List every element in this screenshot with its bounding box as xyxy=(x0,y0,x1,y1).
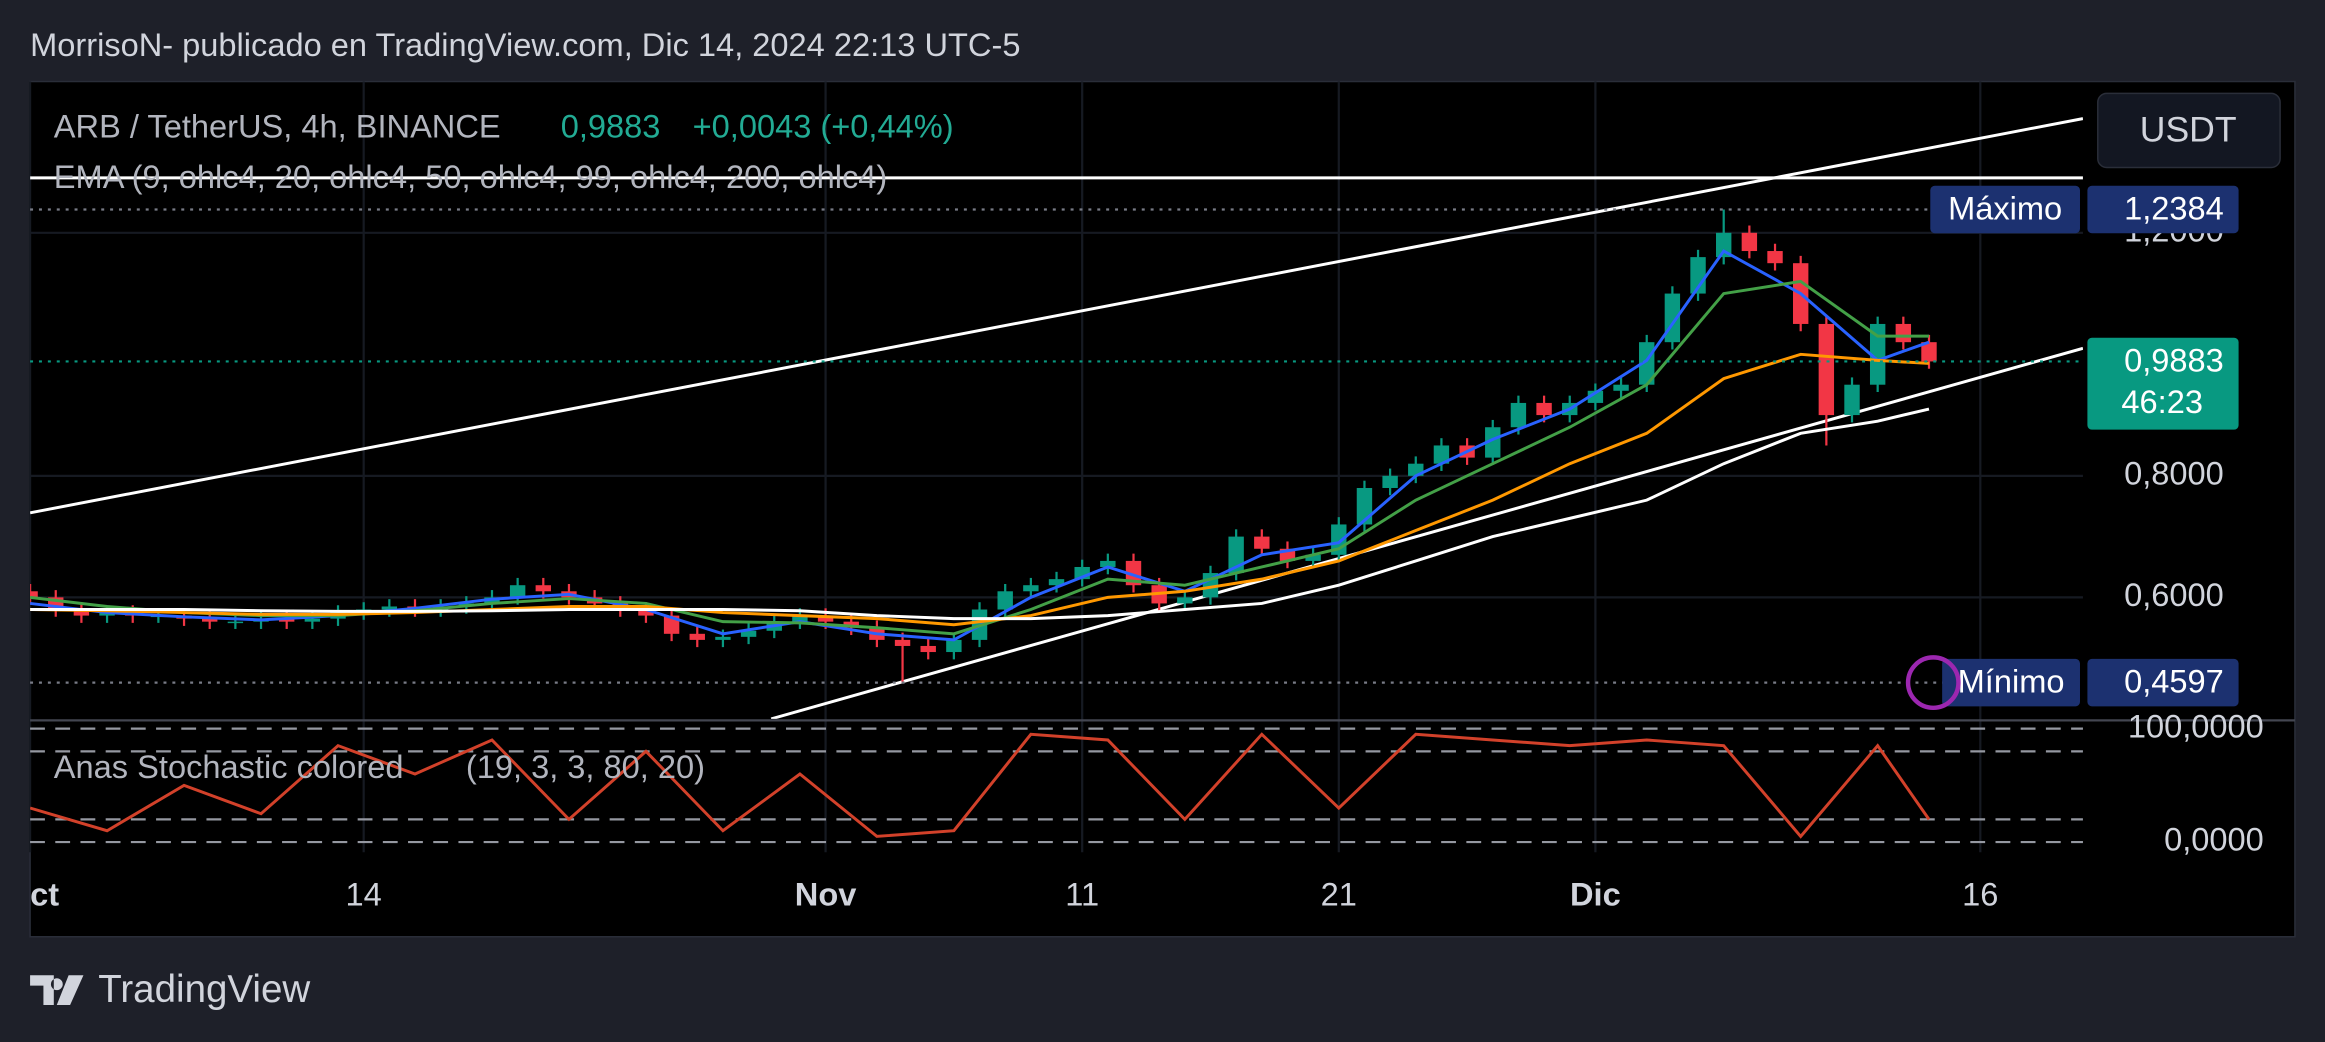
candle-body xyxy=(817,615,834,622)
candle-body xyxy=(1433,445,1450,464)
candle-body xyxy=(1023,585,1039,592)
candle-body xyxy=(1485,427,1501,458)
candle-body xyxy=(1741,232,1758,252)
ema-line xyxy=(30,407,1930,621)
marker-value-box xyxy=(2087,658,2239,707)
candle-body xyxy=(99,612,115,616)
last-price: 0,9883 xyxy=(561,108,661,145)
y-tick-label: 0,8000 xyxy=(2124,454,2224,491)
marker-name: Mínimo xyxy=(1958,663,2065,700)
candle-body xyxy=(1921,342,1937,362)
candle-body xyxy=(1869,323,1886,385)
candle-body xyxy=(1177,597,1193,604)
x-tick-label: 16 xyxy=(1962,875,1998,912)
stoch-params: (19, 3, 3, 80, 20) xyxy=(466,748,705,785)
candle-body xyxy=(1125,560,1142,586)
candle-body xyxy=(689,633,705,640)
y-tick-label: 0,6000 xyxy=(2124,576,2224,613)
candle-body xyxy=(1716,232,1732,258)
stoch-line xyxy=(30,732,1931,839)
x-tick-label: 11 xyxy=(1065,875,1099,912)
footer-brand: TradingView xyxy=(98,968,310,1011)
candle-body xyxy=(278,618,295,622)
candle-body xyxy=(638,609,654,616)
candle-body xyxy=(1895,323,1912,343)
candle-body xyxy=(381,606,398,610)
candle-body xyxy=(1048,579,1065,586)
candle-body xyxy=(202,618,218,622)
marker-name: Máximo xyxy=(1948,190,2062,227)
candle-body xyxy=(535,585,552,592)
marker-tag xyxy=(1930,185,2080,234)
x-tick-label: 14 xyxy=(346,875,382,912)
candle-body xyxy=(304,618,321,622)
candle-body xyxy=(920,645,936,653)
candle-body xyxy=(1613,384,1629,391)
candle-body xyxy=(1100,560,1116,567)
chart-frame xyxy=(29,80,2296,938)
candle-body xyxy=(1844,384,1860,416)
candle-body xyxy=(1536,402,1552,416)
x-tick-label: ct xyxy=(30,875,59,912)
candle-body xyxy=(30,591,38,598)
marker-value: 0,4597 xyxy=(2124,663,2224,700)
x-tick-label: 21 xyxy=(1321,875,1357,912)
candle-body xyxy=(894,639,911,646)
stoch-tick-label: 0,0000 xyxy=(2164,821,2264,858)
candle-body xyxy=(715,636,731,640)
indicator-label: EMA (9, ohlc4, 20, ohlc4, 50, ohlc4, 99,… xyxy=(54,158,887,195)
stoch-name: Anas Stochastic colored xyxy=(54,748,404,785)
candle-body xyxy=(740,630,757,637)
countdown: 46:23 xyxy=(2121,383,2203,420)
last-price-box xyxy=(2087,337,2239,430)
candle-body xyxy=(1254,536,1270,549)
trendlines xyxy=(30,117,2083,719)
footer-logo: TradingView xyxy=(30,968,310,1011)
marker-value-box xyxy=(2087,185,2239,234)
x-tick-label: Nov xyxy=(795,875,857,912)
marker-value: 1,2384 xyxy=(2124,190,2224,227)
last-price-label: 0,9883 xyxy=(2124,342,2224,379)
candle-body xyxy=(946,639,962,653)
alert-icon xyxy=(1905,655,1961,711)
price-change: +0,0043 (+0,44%) xyxy=(693,108,954,145)
candle-body xyxy=(1510,402,1527,428)
stoch-tick-label: 100,0000 xyxy=(2128,707,2264,744)
candle-body xyxy=(1767,251,1783,264)
candle-body xyxy=(997,591,1013,610)
candle-body xyxy=(509,585,526,598)
marker-tag xyxy=(1942,658,2080,707)
symbol-title: ARB / TetherUS, 4h, BINANCE xyxy=(54,108,501,145)
currency-button[interactable] xyxy=(2097,92,2281,169)
candle-body xyxy=(1382,475,1398,488)
ema-line xyxy=(30,352,1930,627)
candle-body xyxy=(73,609,90,616)
candle-body xyxy=(227,621,244,624)
candle-body xyxy=(1818,323,1835,416)
header: MorrisoN- publicado en TradingView.com, … xyxy=(30,26,1020,63)
currency: USDT xyxy=(2140,109,2237,149)
candle-body xyxy=(1305,554,1321,561)
candle-body xyxy=(792,615,808,622)
x-tick-label: Dic xyxy=(1570,875,1621,912)
